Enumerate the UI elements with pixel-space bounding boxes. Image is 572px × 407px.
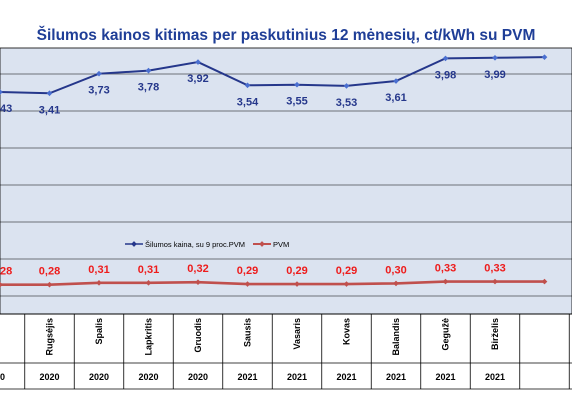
month-tick-label: Spalis [94, 318, 104, 345]
data-label: 0,29 [286, 265, 307, 277]
month-tick-label: Kovas [342, 318, 352, 345]
year-tick-label: 2021 [237, 372, 257, 382]
data-label: 3,55 [286, 96, 307, 108]
month-tick-label: Gegužė [441, 318, 451, 351]
legend-label-0: Šilumos kaina, su 9 proc.PVM [145, 240, 245, 249]
month-tick-label: Birželis [490, 318, 500, 350]
year-tick-label: 20 [0, 372, 5, 382]
data-label: 3,41 [39, 104, 60, 116]
data-point [244, 82, 251, 89]
data-label: 3,54 [237, 96, 259, 108]
category-axis-table: 20 Rugsėjis 2020 Spalis 2020 Lapkritis 2020 Gru… [0, 313, 572, 390]
data-label: 0,32 [187, 263, 208, 275]
data-point [442, 278, 449, 285]
data-label: 0,30 [385, 264, 406, 276]
year-tick-label: 2021 [485, 372, 505, 382]
data-point [343, 83, 350, 89]
data-label: 0,31 [88, 264, 109, 276]
data-point [244, 281, 251, 287]
data-label: 0,33 [435, 263, 456, 275]
data-point [541, 278, 548, 285]
data-label: 28 [0, 266, 12, 278]
data-label: 3,99 [484, 69, 505, 81]
month-tick-label: Lapkritis [144, 318, 154, 356]
data-point [294, 81, 300, 88]
data-label: 3,98 [435, 69, 456, 81]
data-point [195, 279, 201, 286]
series-line-1 [0, 280, 545, 286]
data-label: 3,73 [88, 85, 109, 97]
series-line-0 [0, 56, 545, 95]
year-tick-label: 2020 [138, 372, 158, 382]
year-tick-label: 2020 [89, 372, 109, 382]
data-point [541, 54, 548, 61]
data-label: 0,31 [138, 264, 159, 276]
month-tick-label: Rugsėjis [45, 318, 55, 356]
year-tick-label: 2021 [287, 372, 307, 382]
chart-title: Šilumos kainos kitimas per paskutinius 1… [36, 27, 536, 44]
data-label: 0,33 [484, 263, 505, 275]
month-tick-label: Vasaris [292, 318, 302, 350]
data-point [96, 70, 102, 77]
legend-label-1: PVM [273, 240, 289, 249]
data-point [294, 281, 300, 287]
data-point [393, 78, 399, 84]
data-label: 43 [0, 103, 12, 115]
month-tick-label: Sausis [243, 318, 253, 347]
data-point [393, 280, 399, 287]
month-tick-label: Gruodis [193, 318, 203, 353]
year-tick-label: 2021 [336, 372, 356, 382]
data-point [96, 279, 102, 286]
data-point [492, 278, 498, 285]
data-point [145, 67, 152, 74]
data-label: 0,29 [336, 265, 357, 277]
gridlines [0, 73, 572, 297]
data-label: 3,61 [385, 92, 406, 104]
data-label: 3,78 [138, 82, 159, 94]
month-tick-label: Balandis [391, 318, 401, 356]
year-tick-label: 2020 [188, 372, 208, 382]
legend-marker-0 [131, 241, 137, 247]
data-label: 0,29 [237, 265, 258, 277]
year-tick-label: 2021 [435, 372, 455, 382]
series-layer: 43 3,41 3,73 3,78 3,92 3,54 3,55 3,53 3,61 3,98 3,… [0, 54, 548, 288]
data-point [343, 281, 350, 287]
legend: Šilumos kaina, su 9 proc.PVM PVM [125, 240, 289, 249]
data-point [145, 279, 152, 286]
data-label: 0,28 [39, 266, 60, 278]
year-tick-label: 2020 [39, 372, 59, 382]
year-tick-label: 2021 [386, 372, 406, 382]
data-label: 3,53 [336, 97, 357, 109]
legend-marker-1 [259, 241, 265, 247]
data-label: 3,92 [187, 73, 208, 85]
